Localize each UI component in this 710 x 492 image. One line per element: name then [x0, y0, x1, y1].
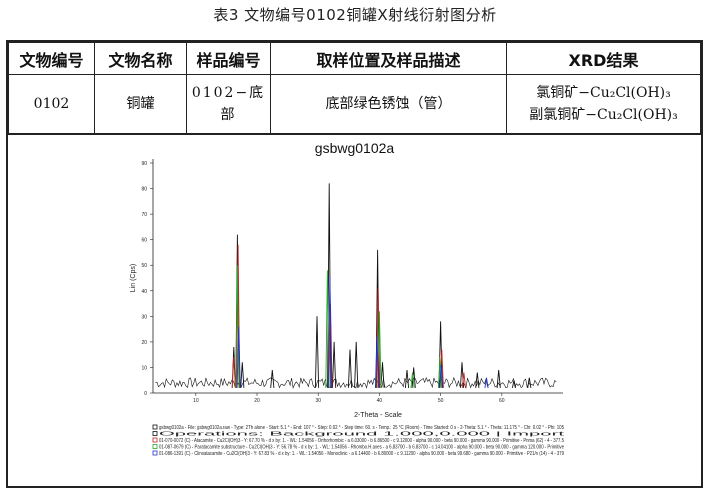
cell-artifact-name: 铜罐: [94, 74, 187, 134]
diffraction-peak: [404, 369, 410, 388]
diffraction-peak: [439, 364, 444, 388]
diffraction-peak: [484, 377, 489, 388]
diffraction-peak: [527, 377, 532, 388]
diffraction-peak: [270, 369, 275, 388]
xrd-chart-cell: gsbwg0102a 0 10 20 30 40 50 60 70 80 90 10 20 30 40 50…: [8, 134, 701, 487]
diffraction-peak: [354, 341, 359, 388]
cell-sample-id: 0102−底部: [186, 74, 271, 134]
xrd-result-atacamite: 氯铜矿−Cu₂Cl(OH)₃: [536, 85, 671, 101]
diffraction-peak: [461, 372, 466, 388]
cell-artifact-id: 0102: [8, 74, 95, 134]
y-tick-label: 60: [141, 238, 147, 244]
xrd-pattern-chart: 0 10 20 30 40 50 60 70 80 90 10 20 30 40 50 60 2-Theta -…: [130, 159, 566, 457]
x-tick-label: 20: [254, 398, 260, 404]
diffraction-peak: [511, 380, 517, 388]
y-tick-label: 20: [141, 340, 147, 346]
legend-line: Operations: Background 1.000,0.000 | Imp…: [159, 432, 566, 438]
legend-swatch: [152, 424, 158, 430]
y-tick-label: 40: [141, 289, 147, 295]
x-tick-label: 50: [438, 398, 444, 404]
diffraction-peak: [231, 357, 236, 388]
legend-line: 01-086-1391 (C) - Clinoatacamite - Cu2Cl…: [159, 451, 564, 457]
diffraction-peak: [410, 372, 415, 388]
report-table-frame: 文物编号 文物名称 样品编号 取样位置及样品描述 XRD结果 0102 铜罐 0…: [6, 40, 703, 488]
legend-swatch: [152, 444, 158, 449]
diffraction-peak: [411, 367, 416, 388]
diffraction-peak: [347, 349, 353, 388]
table-caption: 表3 文物编号0102铜罐X射线衍射图分析: [213, 6, 497, 24]
x-tick-label: 40: [377, 398, 383, 404]
cell-sample-description: 底部绿色锈蚀（管）: [270, 74, 507, 134]
diffraction-peak: [314, 316, 320, 388]
x-tick-label: 30: [315, 398, 321, 404]
legend-swatch: [152, 437, 158, 443]
header-xrd-result: XRD结果: [506, 42, 701, 75]
table-row: 0102 铜罐 0102−底部 底部绿色锈蚀（管） 氯铜矿−Cu₂Cl(OH)₃…: [8, 74, 701, 134]
legend-line: 01-087-0679 (C) - Paratacamite substruct…: [159, 445, 564, 451]
legend-line: gsbwg0102a - File: gsbwg0102a.raw - Type…: [159, 425, 564, 431]
y-tick-label: 10: [141, 365, 147, 371]
legend-line: 01-070-0072 (C) - Atacamite - Cu2Cl(OH)3…: [159, 438, 564, 444]
x-tick-label: 60: [499, 398, 505, 404]
cell-xrd-result: 氯铜矿−Cu₂Cl(OH)₃ 副氯铜矿−Cu₂Cl(OH)₃: [506, 74, 701, 134]
xrd-table: 文物编号 文物名称 样品编号 取样位置及样品描述 XRD结果 0102 铜罐 0…: [8, 42, 701, 134]
header-artifact-id: 文物编号: [8, 42, 95, 75]
diffraction-peak: [496, 369, 501, 388]
legend-swatch: [152, 450, 158, 456]
diffraction-peak: [332, 341, 337, 388]
header-artifact-name: 文物名称: [94, 42, 187, 75]
header-sample-description: 取样位置及样品描述: [270, 42, 507, 75]
diffraction-peak: [437, 357, 443, 388]
y-tick-label: 30: [141, 314, 147, 320]
y-axis-label: Lin (Cps): [130, 264, 137, 292]
y-tick-label: 90: [141, 161, 147, 167]
y-tick-label: 0: [144, 391, 147, 397]
chart-legend: gsbwg0102a - File: gsbwg0102a.raw - Type…: [152, 424, 566, 457]
y-tick-label: 50: [141, 263, 147, 269]
diffraction-peak: [377, 311, 382, 388]
chart-axes: 0 10 20 30 40 50 60 70 80 90 10 20 30 40 50 60 2-Theta -…: [130, 159, 563, 419]
legend-swatch: [152, 431, 158, 436]
header-sample-id: 样品编号: [186, 42, 271, 75]
chart-title: gsbwg0102a: [314, 140, 395, 156]
diffraction-peak: [240, 362, 245, 388]
pattern-baseline: [155, 376, 557, 389]
diffraction-peak: [374, 336, 380, 388]
diffraction-peak: [475, 372, 480, 388]
x-axis-label: 2-Theta - Scale: [354, 412, 402, 419]
y-tick-label: 80: [141, 187, 147, 193]
diffraction-peak: [236, 326, 241, 388]
xrd-result-paratacamite: 副氯铜矿−Cu₂Cl(OH)₃: [529, 107, 678, 123]
x-tick-label: 10: [193, 398, 199, 404]
diffraction-peak: [380, 362, 385, 388]
chart-series: [155, 183, 557, 389]
table-header-row: 文物编号 文物名称 样品编号 取样位置及样品描述 XRD结果: [8, 42, 701, 75]
diffraction-peak: [327, 275, 332, 388]
y-tick-label: 70: [141, 212, 147, 218]
